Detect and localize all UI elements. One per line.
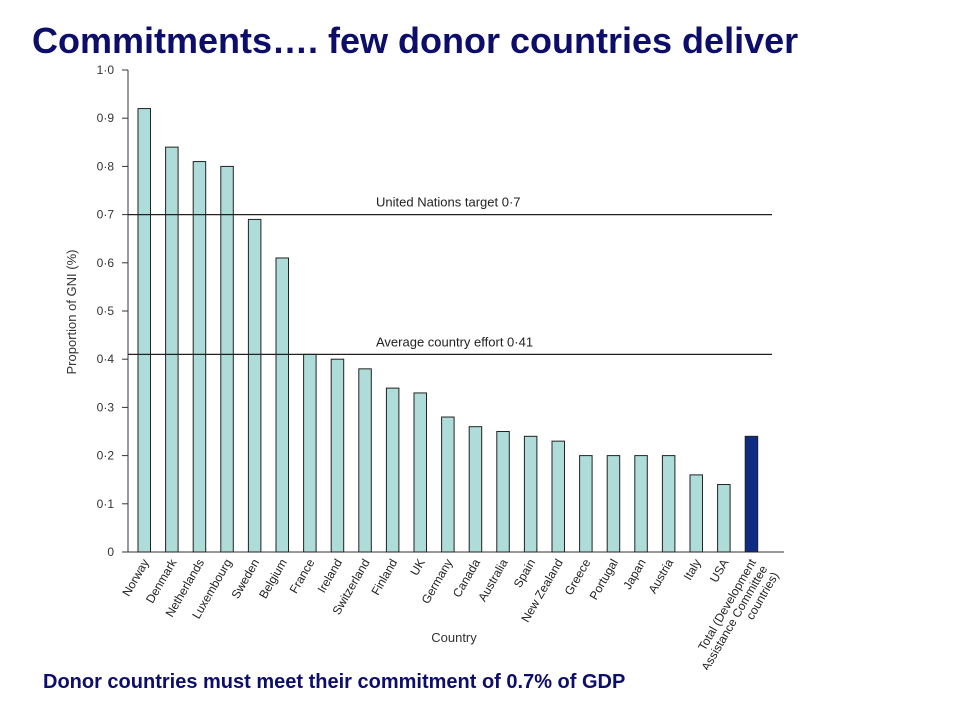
category-label: Austria — [645, 556, 676, 596]
category-label-text: France — [287, 556, 318, 596]
category-label: Finland — [368, 557, 400, 598]
category-label: Italy — [681, 557, 704, 583]
bar — [165, 146, 179, 553]
y-tick-label: 0·4 — [97, 352, 115, 366]
category-label-text: UK — [407, 557, 427, 578]
bar — [579, 455, 593, 553]
y-tick-label: 0·6 — [97, 256, 115, 270]
category-labels: NorwayDenmarkNetherlandsLuxembourgSweden… — [119, 556, 781, 670]
bar — [717, 484, 731, 553]
reference-line-label: United Nations target 0·7 — [376, 195, 521, 210]
bar — [606, 455, 621, 553]
bar — [385, 387, 400, 553]
y-tick-label: 0·7 — [97, 208, 115, 222]
bar — [468, 426, 483, 553]
category-label-text: Japan — [620, 557, 648, 592]
y-tick-label: 1·0 — [97, 63, 115, 77]
category-label: France — [287, 556, 318, 596]
category-label-text: Finland — [368, 557, 400, 598]
category-label: Japan — [620, 557, 648, 592]
y-axis: 0 0·1 0·2 0·3 0·4 0·5 0·6 0·7 0·8 0·9 1·0 — [97, 63, 129, 559]
bar — [247, 218, 262, 553]
bar — [689, 474, 703, 553]
y-tick-label: 0 — [107, 545, 114, 559]
y-tick-label: 0·2 — [97, 449, 115, 463]
bar — [275, 257, 289, 553]
category-label-text: Austria — [645, 556, 676, 596]
bar — [220, 165, 234, 553]
bar — [551, 440, 565, 553]
bar — [661, 455, 676, 553]
reference-lines: United Nations target 0·7 Average country… — [128, 195, 772, 355]
bar — [523, 435, 538, 553]
bar — [358, 368, 372, 553]
bar-chart: 0 0·1 0·2 0·3 0·4 0·5 0·6 0·7 0·8 0·9 1·0 United N… — [64, 63, 784, 670]
slide-footer: Donor countries must meet their commitme… — [43, 671, 626, 693]
bar — [441, 416, 455, 553]
bar — [496, 431, 510, 553]
x-axis-title: Country — [431, 630, 477, 645]
bar — [330, 358, 345, 553]
category-label-text: USA — [707, 557, 731, 585]
bar — [413, 392, 427, 553]
category-label-text: Italy — [681, 557, 704, 583]
bar — [137, 108, 151, 553]
category-label: USA — [707, 557, 731, 585]
bar-total — [744, 435, 759, 553]
y-tick-label: 0·3 — [97, 400, 115, 414]
category-label-text: Spain — [511, 557, 538, 591]
bar — [303, 353, 317, 553]
category-label: Spain — [511, 557, 538, 591]
y-tick-label: 0·9 — [97, 111, 115, 125]
y-axis-title: Proportion of GNI (%) — [64, 250, 79, 375]
category-label: UK — [407, 557, 427, 578]
bar — [634, 455, 648, 553]
y-tick-label: 0·8 — [97, 159, 115, 173]
bars — [137, 108, 759, 553]
y-tick-label: 0·1 — [97, 497, 115, 511]
y-tick-label: 0·5 — [97, 304, 115, 318]
bar — [192, 161, 207, 553]
slide-title: Commitments…. few donor countries delive… — [32, 20, 799, 61]
reference-line-label: Average country effort 0·41 — [376, 334, 533, 349]
